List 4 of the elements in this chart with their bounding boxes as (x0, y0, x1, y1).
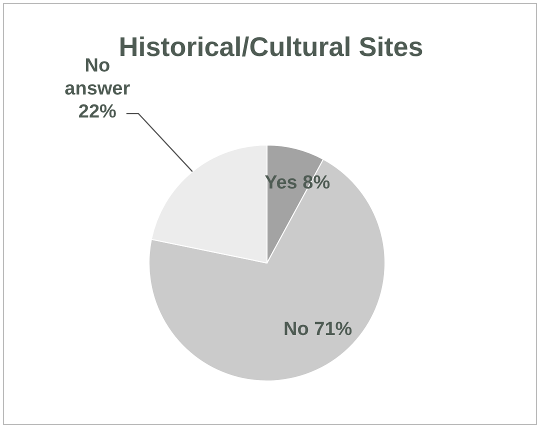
data-label: 8% (302, 172, 330, 194)
data-label: 71% (314, 318, 352, 340)
slice-label: No (284, 318, 309, 340)
data-label: 22% (78, 102, 117, 123)
